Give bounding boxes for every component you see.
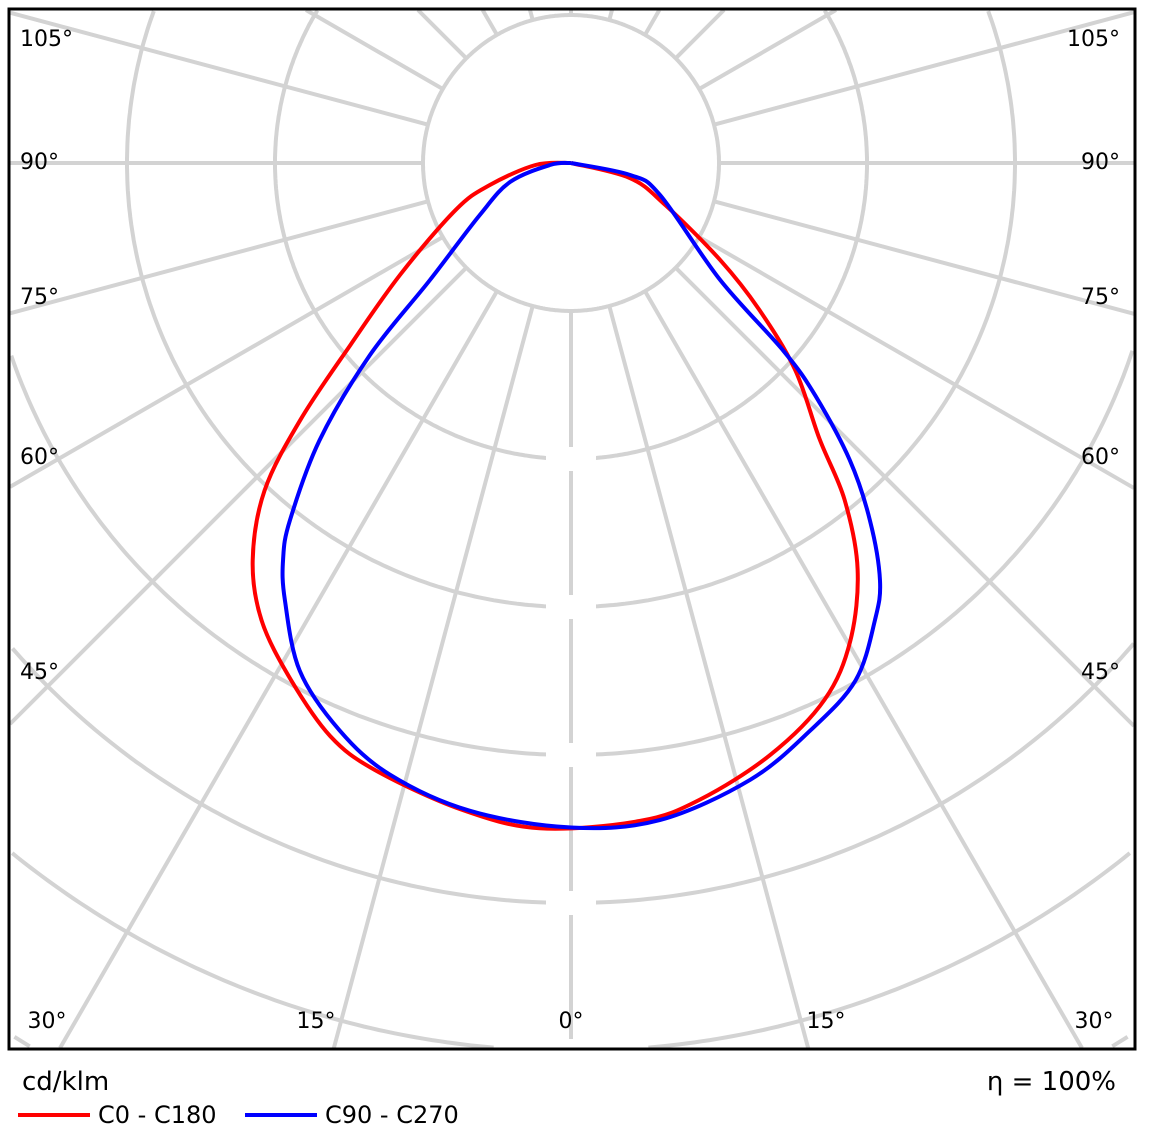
legend-item-c90-c270: C90 - C270 [245, 1101, 459, 1129]
angle-label-right: 45° [1081, 660, 1120, 685]
grid-spoke [331, 305, 535, 1049]
radial-label-placeholder [546, 891, 596, 915]
grid-spoke [528, 9, 535, 21]
angle-label-bottom: 15° [807, 1009, 846, 1034]
angle-label-right: 60° [1081, 445, 1120, 470]
grid-spoke [713, 10, 1135, 127]
radial-label-placeholder [546, 1039, 596, 1063]
angle-label-bottom: 15° [297, 1009, 336, 1034]
grid-spoke [674, 8, 726, 60]
grid-spoke [9, 10, 429, 127]
angle-label-bottom: 30° [1075, 1009, 1114, 1034]
angle-label-right: 75° [1081, 285, 1120, 310]
angle-label-left: 75° [20, 285, 59, 310]
grid-spoke [9, 235, 444, 489]
radial-label-placeholder [546, 595, 596, 619]
polar-grid [8, 8, 1136, 1063]
efficiency-label: η = 100% [986, 1067, 1116, 1097]
grid-spoke [304, 8, 444, 91]
curves [250, 160, 883, 831]
angle-label-left: 90° [20, 150, 59, 175]
legend-swatch-red [18, 1113, 90, 1117]
grid-ring [11, 642, 1136, 905]
grid-spoke [480, 8, 499, 36]
grid-spoke [58, 290, 499, 1049]
series-line-0 [250, 160, 860, 831]
grid-spoke [8, 266, 468, 726]
grid-spoke [643, 290, 1084, 1049]
chart-frame [7, 7, 1137, 1051]
grid-spoke [9, 199, 429, 316]
legend-swatch-blue [245, 1113, 317, 1117]
grid-ring [13, 1035, 1129, 1049]
grid-spoke [416, 8, 468, 60]
grid-spoke [607, 9, 614, 21]
unit-label: cd/klm [22, 1067, 110, 1097]
legend-item-c0-c180: C0 - C180 [18, 1101, 217, 1129]
angle-label-bottom: 30° [28, 1009, 67, 1034]
angle-label-left: 45° [20, 660, 59, 685]
grid-spoke [713, 199, 1135, 316]
angle-label-right: 105° [1067, 27, 1120, 52]
grid-spoke [643, 8, 662, 36]
angle-labels: 105° 90° 75° 60° 45° 105° 90° 75° 60° 45° 30° 15° 0°… [20, 27, 1120, 1034]
radial-label-placeholder [546, 447, 596, 471]
grid-ring [10, 851, 1132, 1050]
grid-ring [125, 10, 1017, 609]
series-line-1 [280, 160, 883, 831]
grid-ring [9, 350, 1135, 757]
grid-spoke [698, 235, 1135, 490]
radial-label-placeholder [546, 743, 596, 767]
grid-spoke [698, 8, 838, 91]
grid-spoke [607, 305, 811, 1049]
angle-label-bottom: 0° [559, 1009, 584, 1034]
angle-label-right: 90° [1081, 150, 1120, 175]
grid-spoke [674, 266, 1136, 728]
legend-label: C0 - C180 [98, 1101, 217, 1129]
angle-label-left: 60° [20, 445, 59, 470]
grid-ring [273, 9, 869, 461]
angle-label-left: 105° [20, 27, 73, 52]
legend-label: C90 - C270 [325, 1101, 459, 1129]
